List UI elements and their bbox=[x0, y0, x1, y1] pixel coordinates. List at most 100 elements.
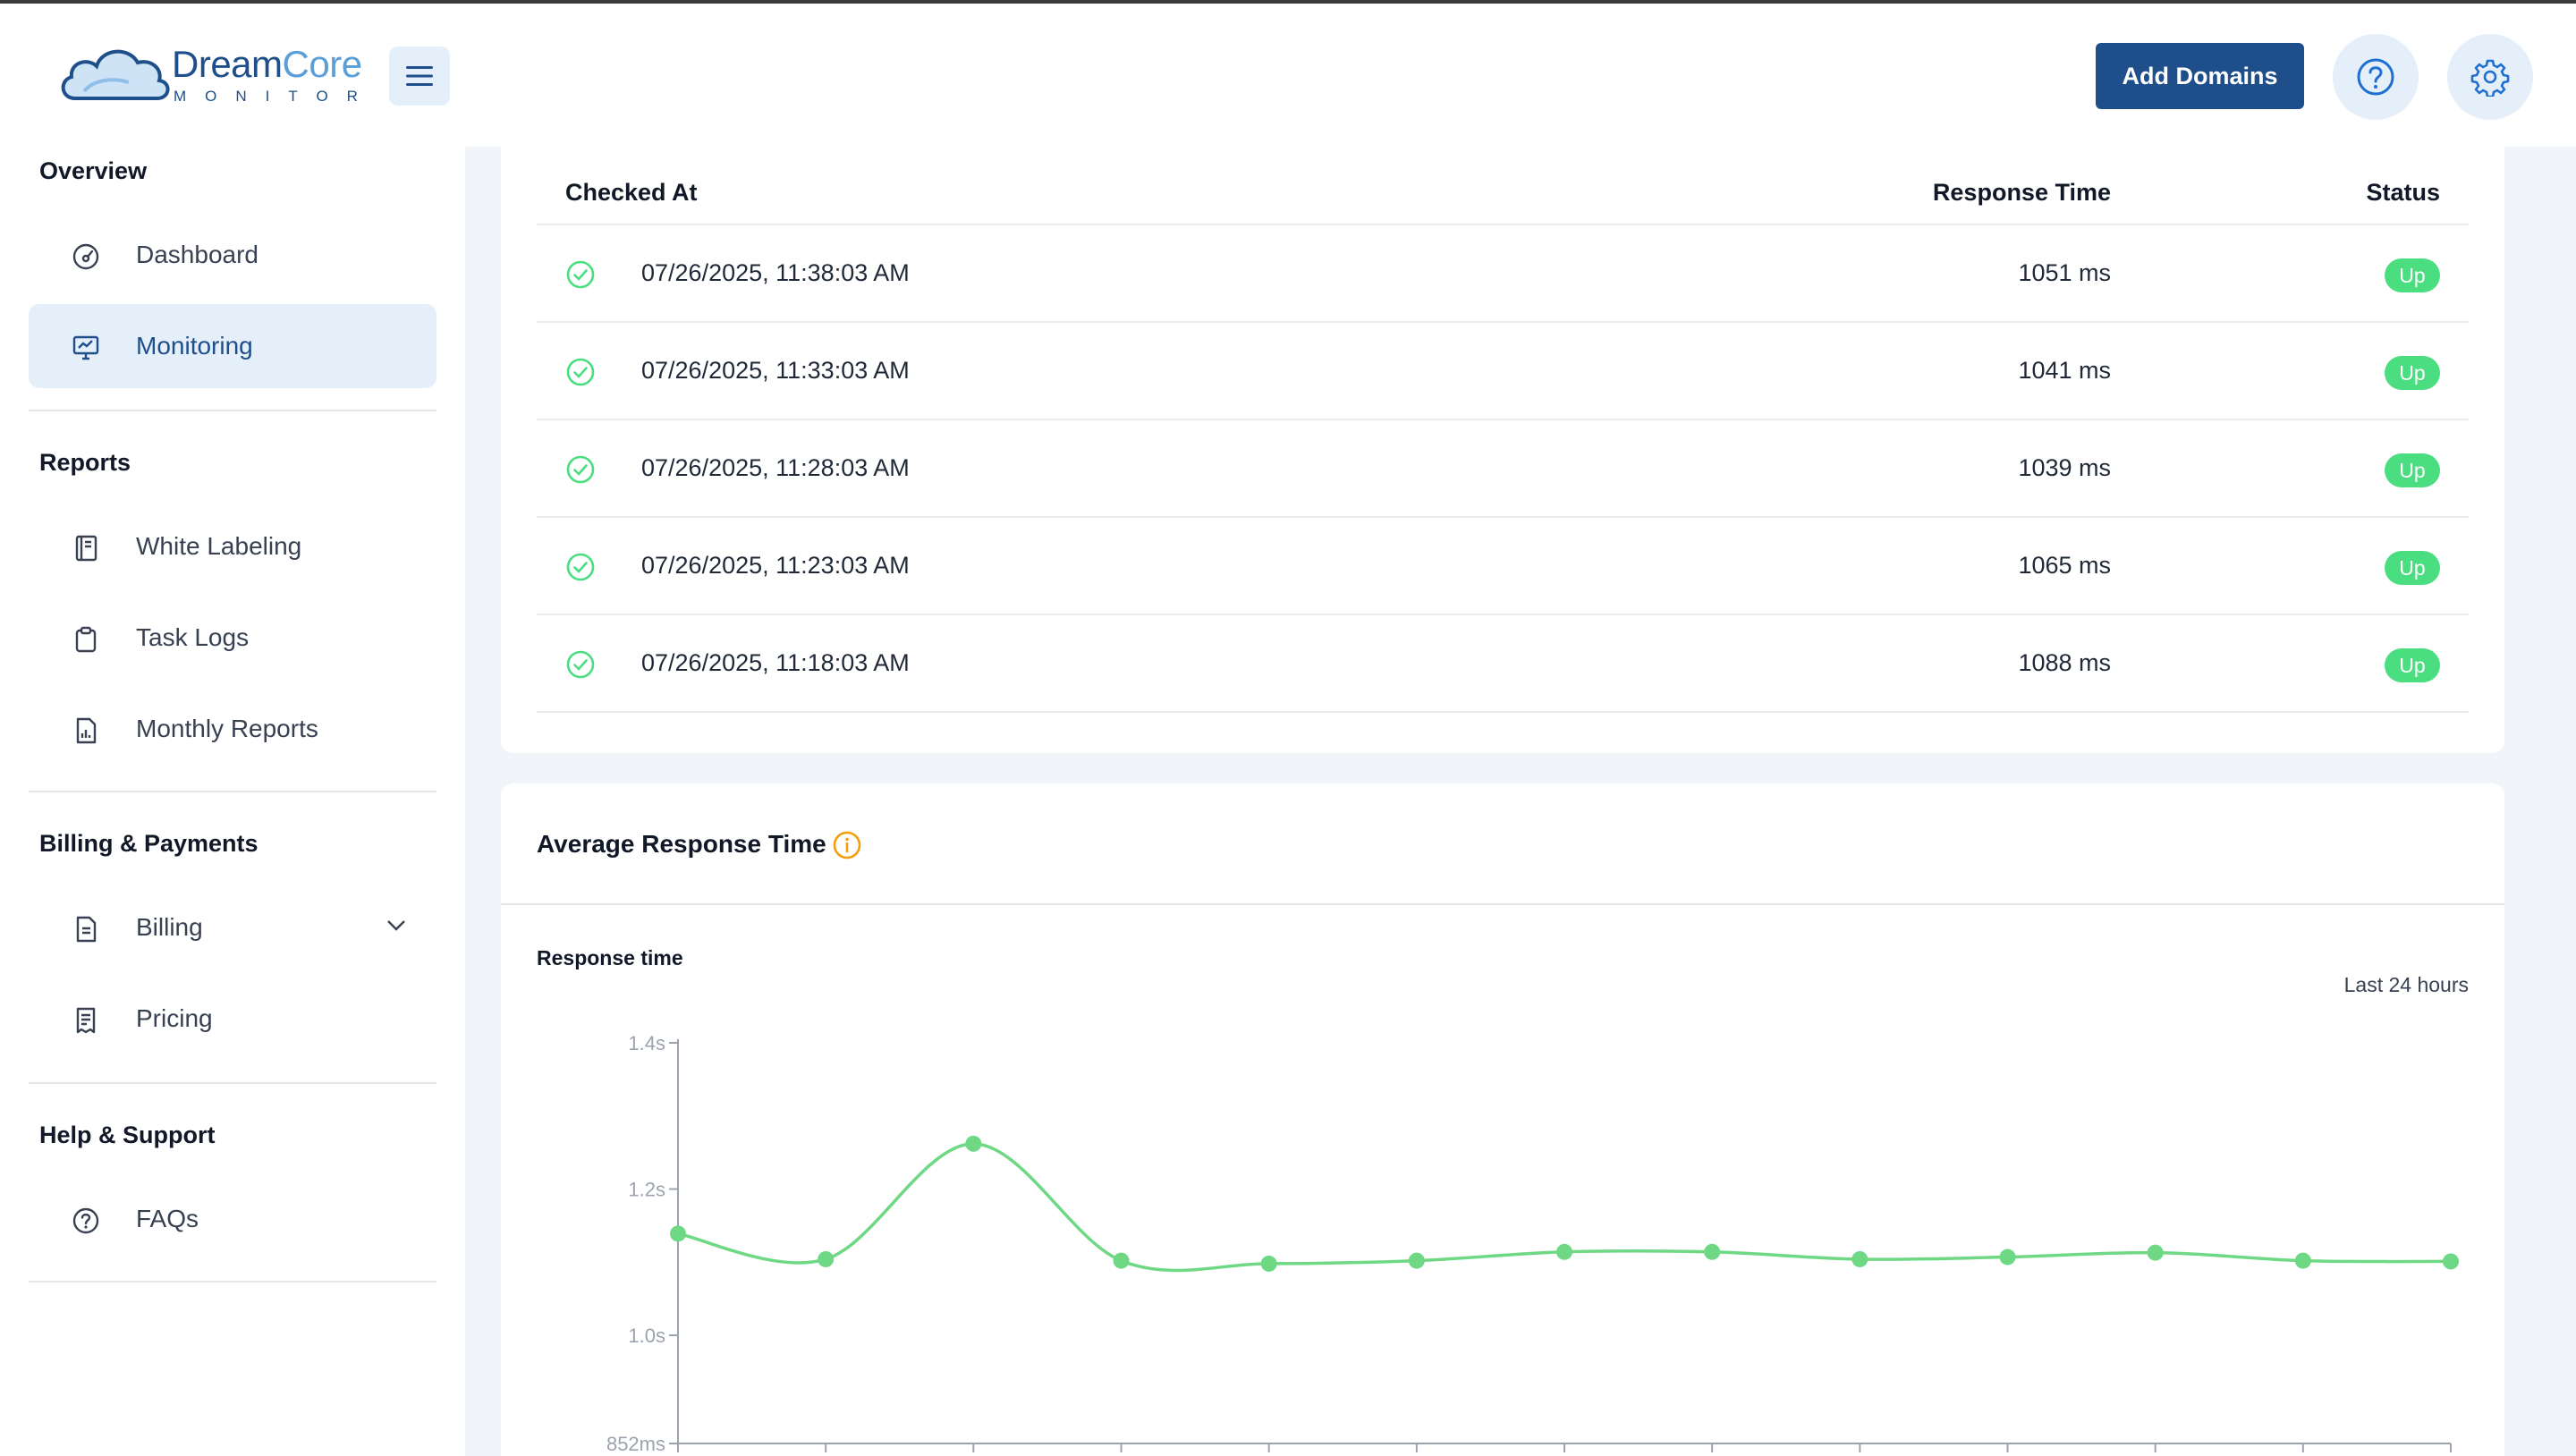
sidebar-item-billing[interactable]: Billing bbox=[29, 885, 436, 969]
sidebar-item-label: Billing bbox=[136, 913, 203, 941]
checked-at-cell: 07/26/2025, 11:23:03 AM bbox=[641, 552, 910, 579]
sidebar-item-task-logs[interactable]: Task Logs bbox=[29, 596, 436, 680]
checks-table-card: Checked At Response Time Status 07/26/20… bbox=[501, 129, 2504, 753]
data-point bbox=[1556, 1243, 1572, 1260]
info-icon[interactable] bbox=[832, 830, 862, 860]
logo-wordmark: DreamCore bbox=[172, 43, 362, 85]
sidebar-divider bbox=[29, 791, 436, 792]
data-point bbox=[1408, 1252, 1425, 1269]
sidebar-item-label: FAQs bbox=[136, 1205, 199, 1232]
checked-at-cell: 07/26/2025, 11:18:03 AM bbox=[641, 649, 910, 676]
y-tick-label: 1.0s bbox=[628, 1325, 665, 1347]
book-icon bbox=[75, 535, 97, 562]
check-circle-icon bbox=[566, 553, 595, 581]
question-circle-icon bbox=[72, 1207, 99, 1234]
y-tick-label: 852ms bbox=[606, 1433, 665, 1455]
section-title-overview: Overview bbox=[39, 157, 148, 184]
check-circle-icon bbox=[566, 650, 595, 679]
table-row[interactable]: 07/26/2025, 11:28:03 AM 1039 ms Up bbox=[537, 420, 2469, 518]
data-point bbox=[1260, 1255, 1277, 1272]
hamburger-icon bbox=[406, 66, 433, 86]
sidebar-item-pricing[interactable]: Pricing bbox=[29, 977, 436, 1061]
data-point bbox=[818, 1250, 835, 1267]
sidebar-item-label: Monitoring bbox=[136, 332, 253, 360]
logo-subtitle: MONITOR bbox=[174, 88, 377, 105]
invoice-icon bbox=[76, 916, 97, 943]
y-tick-label: 1.2s bbox=[628, 1179, 665, 1201]
response-time-cell: 1051 ms bbox=[2018, 259, 2111, 286]
chart-card-title: Average Response Time bbox=[537, 830, 826, 858]
report-file-icon bbox=[76, 717, 97, 744]
status-badge: Up bbox=[2385, 453, 2440, 487]
sidebar-item-faqs[interactable]: FAQs bbox=[29, 1177, 436, 1261]
sidebar-item-dashboard[interactable]: Dashboard bbox=[29, 213, 436, 297]
page-scrollbar[interactable] bbox=[2540, 147, 2576, 1456]
data-point bbox=[1852, 1250, 1868, 1267]
data-point bbox=[965, 1135, 982, 1152]
table-row[interactable]: 07/26/2025, 11:33:03 AM 1041 ms Up bbox=[537, 323, 2469, 420]
sidebar-item-monitoring[interactable]: Monitoring bbox=[29, 304, 436, 388]
window-top-border bbox=[0, 0, 2576, 4]
sidebar-item-label: White Labeling bbox=[136, 532, 302, 560]
clipboard-icon bbox=[75, 626, 97, 653]
sidebar-divider bbox=[29, 1082, 436, 1084]
section-title-reports: Reports bbox=[39, 449, 131, 476]
response-time-cell: 1065 ms bbox=[2018, 552, 2111, 579]
table-header: Checked At Response Time Status bbox=[537, 147, 2469, 225]
add-domains-button[interactable]: Add Domains bbox=[2096, 43, 2304, 109]
sidebar-item-label: Task Logs bbox=[136, 623, 250, 651]
chart-subtitle: Response time bbox=[537, 946, 683, 969]
sidebar-item-monthly-reports[interactable]: Monthly Reports bbox=[29, 687, 436, 771]
top-header: DreamCore MONITOR Add Domains bbox=[0, 4, 2576, 147]
status-badge: Up bbox=[2385, 551, 2440, 585]
data-point bbox=[2147, 1244, 2164, 1261]
receipt-icon bbox=[76, 1007, 96, 1034]
checked-at-cell: 07/26/2025, 11:28:03 AM bbox=[641, 454, 910, 481]
section-title-help: Help & Support bbox=[39, 1122, 216, 1148]
column-header-response-time[interactable]: Response Time bbox=[1932, 179, 2111, 206]
data-point bbox=[1113, 1252, 1130, 1269]
help-button[interactable] bbox=[2333, 34, 2419, 120]
sidebar-item-label: Pricing bbox=[136, 1004, 213, 1032]
table-row[interactable]: 07/26/2025, 11:38:03 AM 1051 ms Up bbox=[537, 225, 2469, 323]
gauge-icon bbox=[72, 243, 99, 270]
chart-range-label: Last 24 hours bbox=[2343, 973, 2469, 996]
sidebar-item-label: Monthly Reports bbox=[136, 715, 318, 742]
gear-icon bbox=[2470, 59, 2510, 97]
monitor-chart-icon bbox=[72, 335, 99, 360]
sidebar-divider bbox=[29, 1281, 436, 1282]
section-title-billing: Billing & Payments bbox=[39, 830, 258, 857]
check-circle-icon bbox=[566, 455, 595, 484]
status-badge: Up bbox=[2385, 648, 2440, 682]
app-logo[interactable]: DreamCore MONITOR bbox=[57, 34, 362, 114]
check-circle-icon bbox=[566, 358, 595, 386]
help-circle-icon bbox=[2357, 58, 2394, 96]
table-row[interactable]: 07/26/2025, 11:23:03 AM 1065 ms Up bbox=[537, 518, 2469, 615]
sidebar-item-white-labeling[interactable]: White Labeling bbox=[29, 504, 436, 588]
chevron-down-icon[interactable] bbox=[386, 919, 406, 932]
menu-toggle-button[interactable] bbox=[389, 47, 450, 106]
cloud-logo-icon bbox=[61, 49, 170, 100]
check-circle-icon bbox=[566, 260, 595, 289]
response-time-cell: 1041 ms bbox=[2018, 357, 2111, 384]
table-row[interactable]: 07/26/2025, 11:18:03 AM 1088 ms Up bbox=[537, 615, 2469, 713]
y-tick-label: 1.4s bbox=[628, 1032, 665, 1054]
data-point bbox=[2443, 1253, 2459, 1270]
checked-at-cell: 07/26/2025, 11:33:03 AM bbox=[641, 357, 910, 384]
settings-button[interactable] bbox=[2447, 34, 2533, 120]
main-content: Checked At Response Time Status 07/26/20… bbox=[465, 129, 2540, 1456]
response-time-cell: 1088 ms bbox=[2018, 649, 2111, 676]
column-header-checked-at[interactable]: Checked At bbox=[565, 179, 698, 206]
average-response-time-card: Average Response Time Response time Last… bbox=[501, 783, 2504, 1456]
sidebar: Overview Dashboard Monitoring Reports Wh… bbox=[0, 147, 465, 1456]
sidebar-item-label: Dashboard bbox=[136, 241, 258, 268]
checked-at-cell: 07/26/2025, 11:38:03 AM bbox=[641, 259, 910, 286]
chart-card-header: Average Response Time bbox=[501, 783, 2504, 905]
column-header-status[interactable]: Status bbox=[2366, 179, 2440, 206]
response-time-cell: 1039 ms bbox=[2018, 454, 2111, 481]
data-point bbox=[1999, 1249, 2016, 1266]
data-point bbox=[2294, 1252, 2311, 1269]
response-time-line-chart: 1.4s1.2s1.0s852ms11:4013:4015:4017:4019:… bbox=[606, 1032, 2459, 1455]
sidebar-divider bbox=[29, 410, 436, 411]
status-badge: Up bbox=[2385, 356, 2440, 390]
